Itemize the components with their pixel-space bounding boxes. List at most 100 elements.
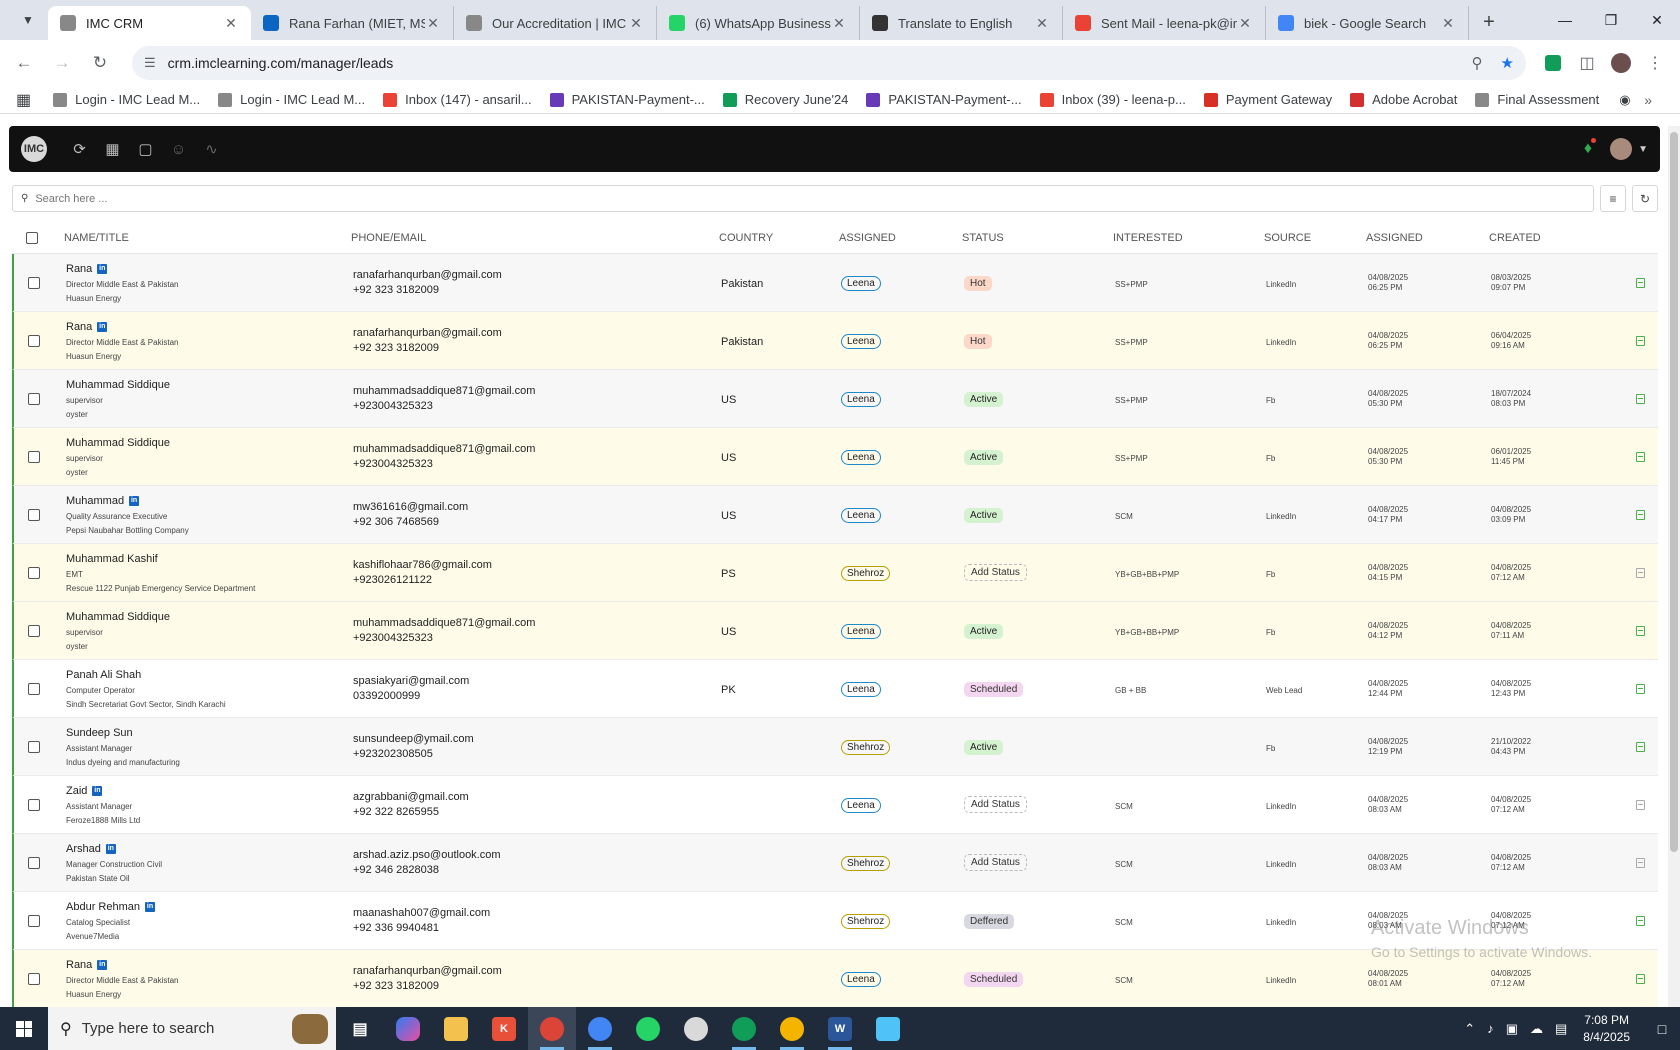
row-checkbox[interactable] bbox=[28, 682, 40, 695]
lead-email[interactable]: mw361616@gmail.com bbox=[353, 500, 469, 513]
lead-phone[interactable]: +92 306 7468569 bbox=[353, 515, 439, 528]
notes-icon[interactable] bbox=[1636, 393, 1645, 404]
table-row[interactable]: Muhammad Siddique supervisor oyster muhamma… bbox=[12, 370, 1658, 428]
browser-tab[interactable]: biek - Google Search ✕ bbox=[1266, 6, 1469, 40]
new-tab-button[interactable]: + bbox=[1483, 10, 1495, 33]
row-checkbox[interactable] bbox=[28, 450, 40, 463]
lead-phone[interactable]: +923026121122 bbox=[353, 573, 433, 586]
browser-tab[interactable]: Rana Farhan (MIET, MS E✕ bbox=[251, 6, 454, 40]
assigned-to-badge[interactable]: Leena bbox=[841, 797, 881, 813]
linkedin-icon[interactable]: in bbox=[97, 321, 108, 332]
row-checkbox[interactable] bbox=[28, 334, 40, 347]
bookmark-extra-icon[interactable]: ◉ bbox=[1619, 91, 1631, 107]
volume-icon[interactable]: ♪ bbox=[1487, 1021, 1494, 1036]
lead-phone[interactable]: +92 322 8265955 bbox=[353, 805, 439, 818]
header-phone[interactable]: PHONE/EMAIL bbox=[351, 232, 427, 244]
lead-name[interactable]: Muhammad Siddique bbox=[66, 378, 170, 391]
status-badge[interactable]: Active bbox=[964, 449, 1004, 465]
linkedin-icon[interactable]: in bbox=[145, 901, 155, 912]
url-text[interactable]: crm.imclearning.com/manager/leads bbox=[167, 55, 394, 71]
lead-email[interactable]: kashiflohaar786@gmail.com bbox=[353, 558, 492, 571]
assigned-to-badge[interactable]: Shehroz bbox=[841, 855, 891, 871]
notes-icon[interactable] bbox=[1636, 915, 1645, 926]
lead-name[interactable]: Panah Ali Shah bbox=[66, 668, 142, 681]
table-row[interactable]: Rana in Director Middle East & Pakistan Hua… bbox=[12, 312, 1658, 370]
assigned-to-badge[interactable]: Leena bbox=[841, 681, 881, 697]
close-window-icon[interactable]: ✕ bbox=[1651, 11, 1663, 28]
assigned-to-badge[interactable]: Leena bbox=[841, 507, 881, 523]
search-input[interactable] bbox=[35, 192, 1585, 205]
lead-phone[interactable]: 03392000999 bbox=[353, 689, 421, 702]
lead-name[interactable]: Arshad bbox=[66, 842, 101, 855]
lead-name[interactable]: Muhammad bbox=[66, 494, 125, 507]
close-tab-icon[interactable]: ✕ bbox=[1036, 14, 1048, 31]
file-explorer-icon[interactable] bbox=[432, 1007, 480, 1050]
calendar-icon[interactable]: ▦ bbox=[105, 141, 120, 158]
lead-email[interactable]: arshad.aziz.pso@outlook.com bbox=[353, 848, 501, 861]
assigned-to-badge[interactable]: Leena bbox=[841, 333, 881, 349]
header-source[interactable]: SOURCE bbox=[1264, 232, 1312, 244]
status-badge[interactable]: Add Status bbox=[964, 796, 1027, 813]
table-row[interactable]: Muhammad Siddique supervisor oyster muhamma… bbox=[12, 602, 1658, 660]
bookmark-item[interactable]: Inbox (147) - ansaril... bbox=[383, 92, 532, 107]
lead-email[interactable]: maanashah007@gmail.com bbox=[353, 906, 491, 919]
row-checkbox[interactable] bbox=[28, 740, 40, 753]
lead-name[interactable]: Muhammad Siddique bbox=[66, 436, 170, 449]
close-tab-icon[interactable]: ✕ bbox=[427, 14, 439, 31]
lead-phone[interactable]: +923202308505 bbox=[353, 747, 433, 760]
lead-email[interactable]: muhammadsaddique871@gmail.com bbox=[353, 442, 536, 455]
close-tab-icon[interactable]: ✕ bbox=[225, 14, 237, 31]
taskbar-search-text[interactable]: Type here to search bbox=[81, 1020, 215, 1037]
row-checkbox[interactable] bbox=[28, 276, 40, 289]
lead-phone[interactable]: +923004325323 bbox=[353, 631, 433, 644]
lead-email[interactable]: azgrabbani@gmail.com bbox=[353, 790, 469, 803]
bookmark-item[interactable]: Login - IMC Lead M... bbox=[53, 92, 200, 107]
apps-grid-icon[interactable]: ▦ bbox=[16, 91, 32, 109]
table-row[interactable]: Sundeep Sun Assistant Manager Indus dyeing… bbox=[12, 718, 1658, 776]
lead-name[interactable]: Rana bbox=[66, 262, 93, 275]
assigned-to-badge[interactable]: Shehroz bbox=[841, 739, 891, 755]
user-avatar[interactable] bbox=[1610, 138, 1633, 160]
row-checkbox[interactable] bbox=[28, 798, 40, 811]
notes-icon[interactable] bbox=[1636, 625, 1645, 636]
assigned-to-badge[interactable]: Leena bbox=[841, 275, 881, 291]
filter-settings-button[interactable]: ≡ bbox=[1600, 185, 1626, 212]
status-badge[interactable]: Add Status bbox=[964, 854, 1027, 871]
app-icon[interactable]: K bbox=[480, 1007, 528, 1050]
weather-icon[interactable]: ☁ bbox=[1529, 1020, 1543, 1036]
maximize-icon[interactable]: ❐ bbox=[1604, 11, 1618, 28]
notes-icon[interactable] bbox=[1636, 451, 1645, 462]
close-tab-icon[interactable]: ✕ bbox=[833, 14, 845, 31]
lead-name[interactable]: Rana bbox=[66, 320, 93, 333]
word-icon[interactable]: W bbox=[816, 1007, 864, 1050]
lead-email[interactable]: muhammadsaddique871@gmail.com bbox=[353, 616, 536, 629]
notepad-icon[interactable] bbox=[864, 1007, 912, 1050]
lead-phone[interactable]: +92 346 2828038 bbox=[353, 863, 439, 876]
status-badge[interactable]: Deffered bbox=[964, 913, 1015, 929]
search-highlight-image[interactable] bbox=[292, 1013, 328, 1044]
lead-name[interactable]: Rana bbox=[66, 958, 93, 971]
linkedin-icon[interactable]: in bbox=[129, 495, 140, 506]
notifications-icon[interactable]: □ bbox=[1657, 1020, 1667, 1037]
bookmark-item[interactable]: Final Assessment bbox=[1475, 92, 1599, 107]
document-icon[interactable]: ▢ bbox=[138, 141, 153, 158]
taskbar-search[interactable]: ⚲ Type here to search bbox=[48, 1007, 336, 1050]
lead-phone[interactable]: +92 323 3182009 bbox=[353, 283, 439, 296]
chrome-window-2-icon[interactable] bbox=[768, 1007, 816, 1050]
row-checkbox[interactable] bbox=[28, 624, 40, 637]
row-checkbox[interactable] bbox=[28, 914, 40, 927]
status-badge[interactable]: Hot bbox=[964, 275, 992, 291]
lead-phone[interactable]: +923004325323 bbox=[353, 399, 433, 412]
linkedin-icon[interactable]: in bbox=[97, 263, 108, 274]
lead-phone[interactable]: +92 323 3182009 bbox=[353, 979, 439, 992]
user-icon[interactable]: ☺ bbox=[170, 140, 187, 158]
table-row[interactable]: Panah Ali Shah Computer Operator Sindh Sec… bbox=[12, 660, 1658, 718]
bookmark-item[interactable]: Inbox (39) - leena-p... bbox=[1039, 92, 1186, 107]
bookmark-star-icon[interactable]: ★ bbox=[1500, 55, 1514, 72]
table-row[interactable]: Zaid in Assistant Manager Feroze1888 Mills … bbox=[12, 776, 1658, 834]
lead-email[interactable]: ranafarhanqurban@gmail.com bbox=[353, 326, 502, 339]
header-country[interactable]: COUNTRY bbox=[719, 232, 774, 244]
linkedin-icon[interactable]: in bbox=[97, 959, 108, 970]
status-badge[interactable]: Active bbox=[964, 623, 1004, 639]
tab-search-chevron-icon[interactable]: ▼ bbox=[22, 13, 34, 27]
